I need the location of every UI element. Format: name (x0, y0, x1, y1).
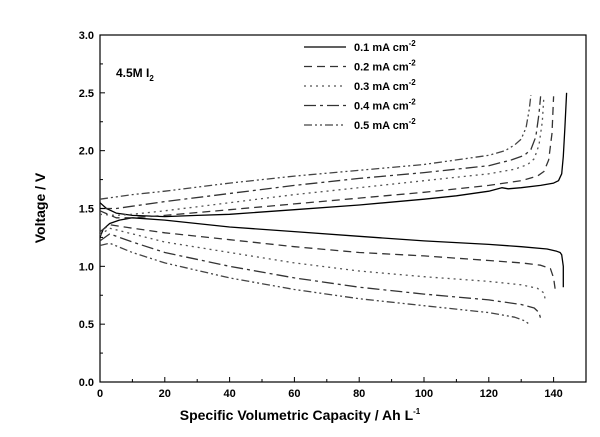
x-tick-label: 100 (415, 388, 433, 400)
annotation-subscript: 2 (149, 74, 154, 83)
x-tick-label: 40 (223, 388, 235, 400)
y-tick-label: 1.0 (79, 261, 94, 273)
y-tick-label: 0.5 (79, 319, 94, 331)
y-tick-label: 2.5 (79, 88, 94, 100)
series-2 (99, 96, 556, 290)
x-tick-label: 20 (159, 388, 171, 400)
plot-area (99, 34, 587, 383)
x-tick-label: 60 (288, 388, 300, 400)
x-tick-label: 0 (97, 388, 103, 400)
series-5-discharge-line (99, 242, 530, 325)
series-1 (99, 92, 568, 288)
x-tick-label: 140 (544, 388, 562, 400)
x-tick-label: 80 (353, 388, 365, 400)
series-3 (99, 96, 547, 302)
legend-label-2: 0.2 mA cm-2 (354, 59, 416, 74)
axes-layer: 0 20 40 60 80 100 120 140 0.0 0.5 1.0 1.5 2.0 2.5 3.0 (79, 30, 563, 400)
y-tick-label: 3.0 (79, 30, 94, 42)
legend-label-5: 0.5 mA cm-2 (354, 117, 416, 132)
x-axis-title-text: Specific Volumetric Capacity / Ah L (180, 407, 414, 423)
x-axis-title: Specific Volumetric Capacity / Ah L-1 (180, 407, 421, 423)
series-4-discharge-line (99, 233, 542, 319)
x-axis-title-sup: -1 (413, 407, 421, 416)
y-tick-label: 2.0 (79, 146, 94, 158)
plot-frame (99, 34, 587, 383)
annotation-label: 4.5M I2 (116, 66, 154, 83)
series-layer (99, 92, 568, 325)
y-axis-title: Voltage / V (32, 172, 48, 243)
series-3-charge-line (99, 96, 545, 217)
series-4 (99, 96, 542, 319)
series-4-charge-line (100, 96, 542, 210)
series-1-discharge-line (99, 217, 564, 288)
annotation-main: 4.5M I (116, 66, 149, 80)
y-tick-label: 0.0 (79, 377, 94, 389)
series-5-charge-line (99, 95, 532, 200)
series-5 (99, 95, 532, 325)
x-tick-label: 120 (480, 388, 498, 400)
legend-label-4: 0.4 mA cm-2 (354, 98, 416, 113)
series-2-discharge-line (99, 224, 556, 290)
legend-label-1: 0.1 mA cm-2 (354, 39, 416, 54)
y-tick-label: 1.5 (79, 204, 94, 216)
legend: 0.1 mA cm-2 0.2 mA cm-2 0.3 mA cm-2 0.4 mA … (304, 39, 416, 132)
legend-label-3: 0.3 mA cm-2 (354, 78, 416, 93)
series-3-discharge-line (99, 227, 547, 302)
series-2-charge-line (99, 96, 555, 219)
series-1-charge-line (99, 92, 568, 218)
